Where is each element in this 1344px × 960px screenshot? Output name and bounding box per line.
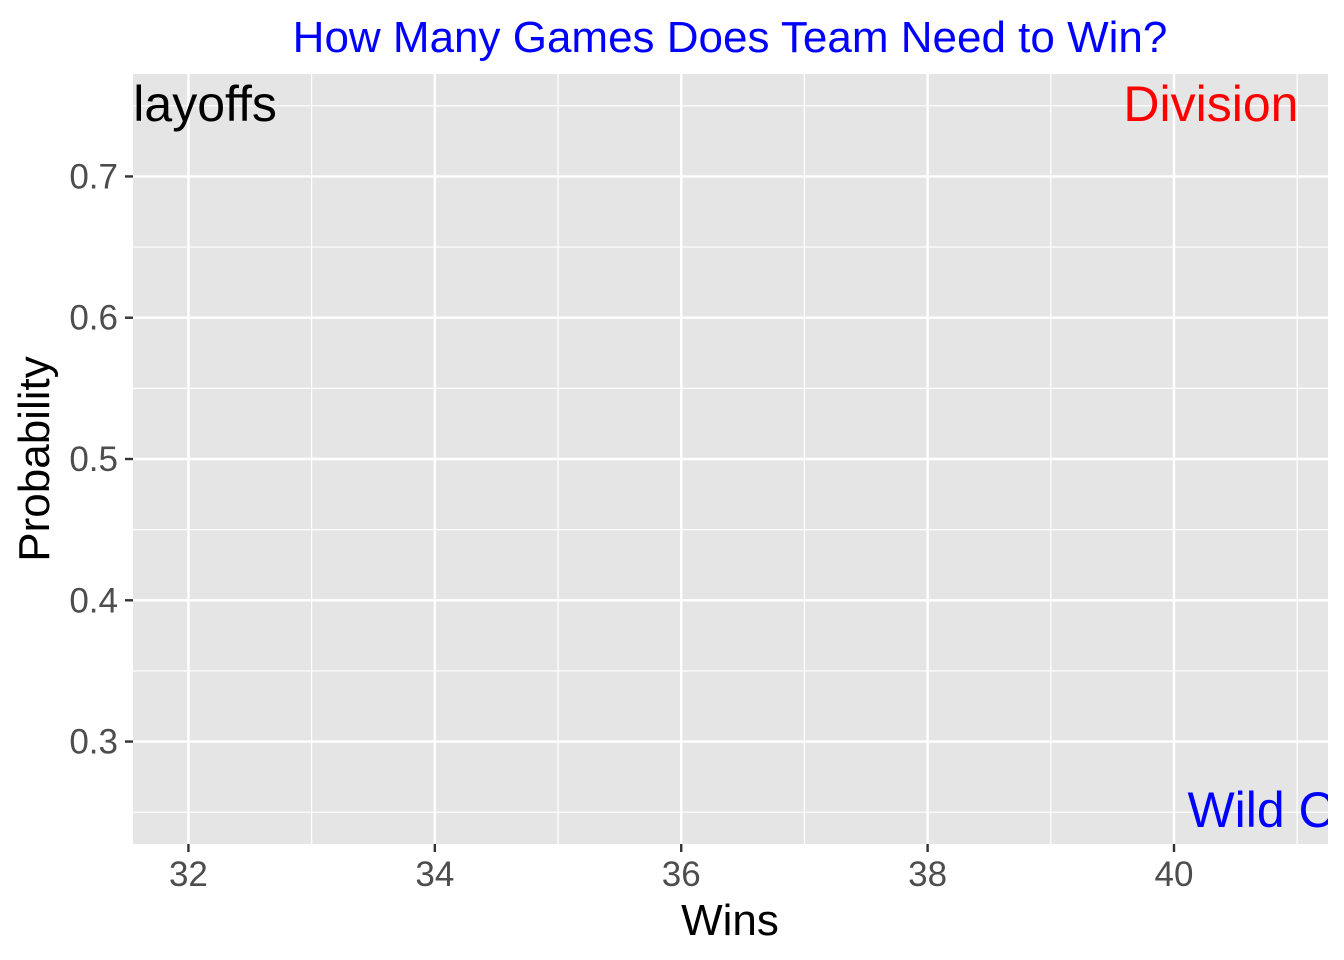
x-tick-label: 32: [169, 855, 208, 894]
x-tick-label: 34: [415, 855, 454, 894]
annotations: Playoffs Division Wild Card: [100, 76, 1344, 838]
y-tick-label: 0.7: [69, 157, 118, 196]
minor-gridlines: [133, 74, 1328, 844]
major-gridlines: [133, 74, 1328, 844]
x-tick-label: 38: [908, 855, 947, 894]
y-tick-label: 0.3: [69, 723, 118, 762]
x-axis: 32 34 36 38 40: [169, 844, 1194, 894]
x-axis-title: Wins: [681, 896, 779, 945]
y-tick-label: 0.6: [69, 299, 118, 338]
chart-title: How Many Games Does Team Need to Win?: [293, 13, 1168, 62]
y-axis-title: Probability: [10, 356, 59, 561]
y-tick-label: 0.4: [69, 581, 118, 620]
x-tick-label: 40: [1155, 855, 1194, 894]
y-tick-label: 0.5: [69, 440, 118, 479]
x-tick-label: 36: [662, 855, 701, 894]
annotation-label: Division: [1123, 76, 1298, 132]
annotation-label: Wild Card: [1187, 782, 1344, 838]
y-axis: 0.3 0.4 0.5 0.6 0.7: [69, 157, 133, 762]
annotation-label: Playoffs: [100, 76, 277, 132]
